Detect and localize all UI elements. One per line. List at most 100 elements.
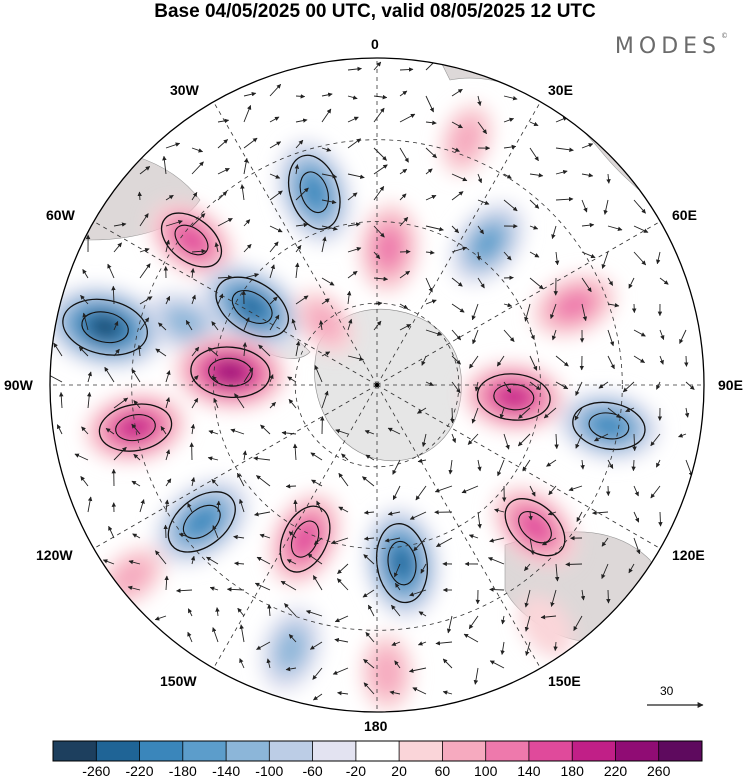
wind-vector [191,397,199,409]
wind-vector [237,472,245,487]
wind-vector [606,173,611,184]
wind-vector [489,660,505,669]
anomaly-cell-21 [518,594,574,658]
wind-vector [573,615,583,631]
wind-vector [529,147,539,162]
meridian-line [376,221,661,386]
wind-vector [451,355,461,365]
wind-vector [139,166,151,175]
wind-vector [313,693,323,701]
wind-vector [86,391,92,409]
wind-vector [529,251,540,258]
wind-vectors [50,58,695,701]
wind-vector [607,407,621,419]
wind-vector [581,143,594,149]
streamline-inner-13 [518,511,552,544]
wind-vector [435,640,453,646]
wind-vector [399,270,411,279]
wind-vector [102,559,115,565]
wind-vector [111,285,116,305]
wind-vector [295,187,309,201]
wind-vector [312,575,323,591]
wind-vector [477,511,482,529]
wind-vector [607,302,620,308]
colorbar-swatch [355,741,400,761]
wind-vector [217,191,228,201]
wind-vector [554,251,560,266]
wind-vector [417,458,427,464]
wind-vector [633,511,640,523]
wind-vector [408,667,427,673]
wind-vector [399,113,416,123]
colorbar-tick-label: -260 [82,763,111,779]
wind-vector [292,443,298,461]
wind-vector [581,199,588,213]
wind-vector [413,537,427,552]
wind-vector [269,314,280,331]
wind-vector [254,511,271,517]
wind-vector [436,537,453,547]
wind-vector [347,192,358,201]
wind-vector [650,485,661,499]
wind-vector [191,147,204,153]
anomaly-cell-14 [499,387,529,407]
wind-vector [550,303,557,320]
wind-vector [332,667,349,675]
wind-vector [425,277,433,293]
wind-vector [503,117,515,123]
wind-vector [259,533,271,539]
wind-vector [139,248,150,253]
wind-vector [234,393,245,409]
wind-vector [633,355,645,363]
wind-vector [347,116,359,123]
wind-vector [399,216,409,227]
wind-vector [288,398,297,409]
wind-vector [190,555,196,565]
wind-vector [256,556,271,565]
wind-vector [409,511,427,520]
wind-vector [131,480,141,487]
wind-vector [178,532,193,539]
streamline-inner-15 [588,412,630,440]
wind-vector [206,556,219,565]
wind-vector [685,381,695,390]
wind-vector [347,355,364,362]
wind-vector [421,355,427,366]
wind-vector [425,168,433,175]
wind-vector [285,484,297,489]
wind-vector [190,268,195,279]
anomaly-cell-18 [375,227,403,269]
colorbar-tick-label: 260 [647,763,671,779]
wind-vector [656,251,661,265]
wind-vector [522,459,531,472]
wind-vector [451,88,463,97]
wind-vector [295,295,309,305]
wind-vector [347,138,362,149]
wind-vector [321,173,338,179]
colorbar-tick-label: 100 [474,763,498,779]
wind-vector [347,66,362,72]
latitude-circle [213,221,541,549]
lon-label-150e: 150E [548,673,581,689]
wind-vector [165,220,183,227]
lon-label-60e: 60E [672,207,697,223]
lon-label-30e: 30E [548,82,573,98]
wind-vector [529,329,535,341]
wind-vector [592,510,609,516]
anomaly-cell-2 [165,308,204,337]
colorbar-tick-label: -180 [168,763,197,779]
wind-vector [160,426,167,435]
wind-vector [442,690,453,695]
wind-vector [425,120,437,125]
wind-vector [575,381,583,396]
wind-vector [347,222,361,227]
wind-vector [256,641,271,650]
wind-vector [243,367,254,383]
wind-vector [489,587,505,592]
wind-vector [321,277,335,286]
wind-vector [363,658,375,669]
wind-vector [284,603,297,617]
wind-vector [330,537,349,545]
wind-vector [373,186,385,201]
wind-vector [209,586,219,591]
